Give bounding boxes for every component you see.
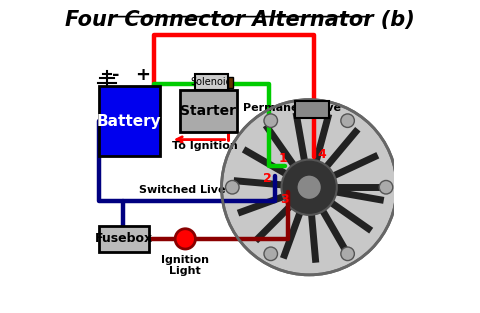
Circle shape xyxy=(379,181,393,194)
Bar xyxy=(180,90,237,132)
Circle shape xyxy=(341,247,354,260)
Bar xyxy=(98,86,160,156)
Text: 3: 3 xyxy=(280,193,289,206)
Circle shape xyxy=(226,181,239,194)
Text: -: - xyxy=(112,66,120,84)
Text: Solenoid: Solenoid xyxy=(191,77,232,87)
Text: To Ignition: To Ignition xyxy=(172,141,238,151)
Text: Permanent Live: Permanent Live xyxy=(243,104,341,113)
Bar xyxy=(228,77,233,88)
Text: Fusebox: Fusebox xyxy=(95,232,153,245)
Circle shape xyxy=(264,247,277,260)
Circle shape xyxy=(297,175,322,200)
Text: +: + xyxy=(135,66,150,84)
Circle shape xyxy=(281,160,337,215)
Text: Battery: Battery xyxy=(97,114,162,129)
Text: 1: 1 xyxy=(279,151,288,165)
Circle shape xyxy=(175,229,195,249)
Text: 2: 2 xyxy=(264,172,272,185)
Bar xyxy=(98,226,149,252)
Text: Starter: Starter xyxy=(180,104,237,118)
Bar xyxy=(195,74,228,90)
Text: Switched Live: Switched Live xyxy=(139,185,225,195)
Text: Ignition
Light: Ignition Light xyxy=(161,254,209,276)
Circle shape xyxy=(341,114,354,127)
Text: 4: 4 xyxy=(317,148,326,162)
Circle shape xyxy=(264,114,277,127)
Bar xyxy=(295,101,329,118)
Circle shape xyxy=(222,100,397,275)
Text: Four Connector Alternator (b): Four Connector Alternator (b) xyxy=(65,10,415,30)
